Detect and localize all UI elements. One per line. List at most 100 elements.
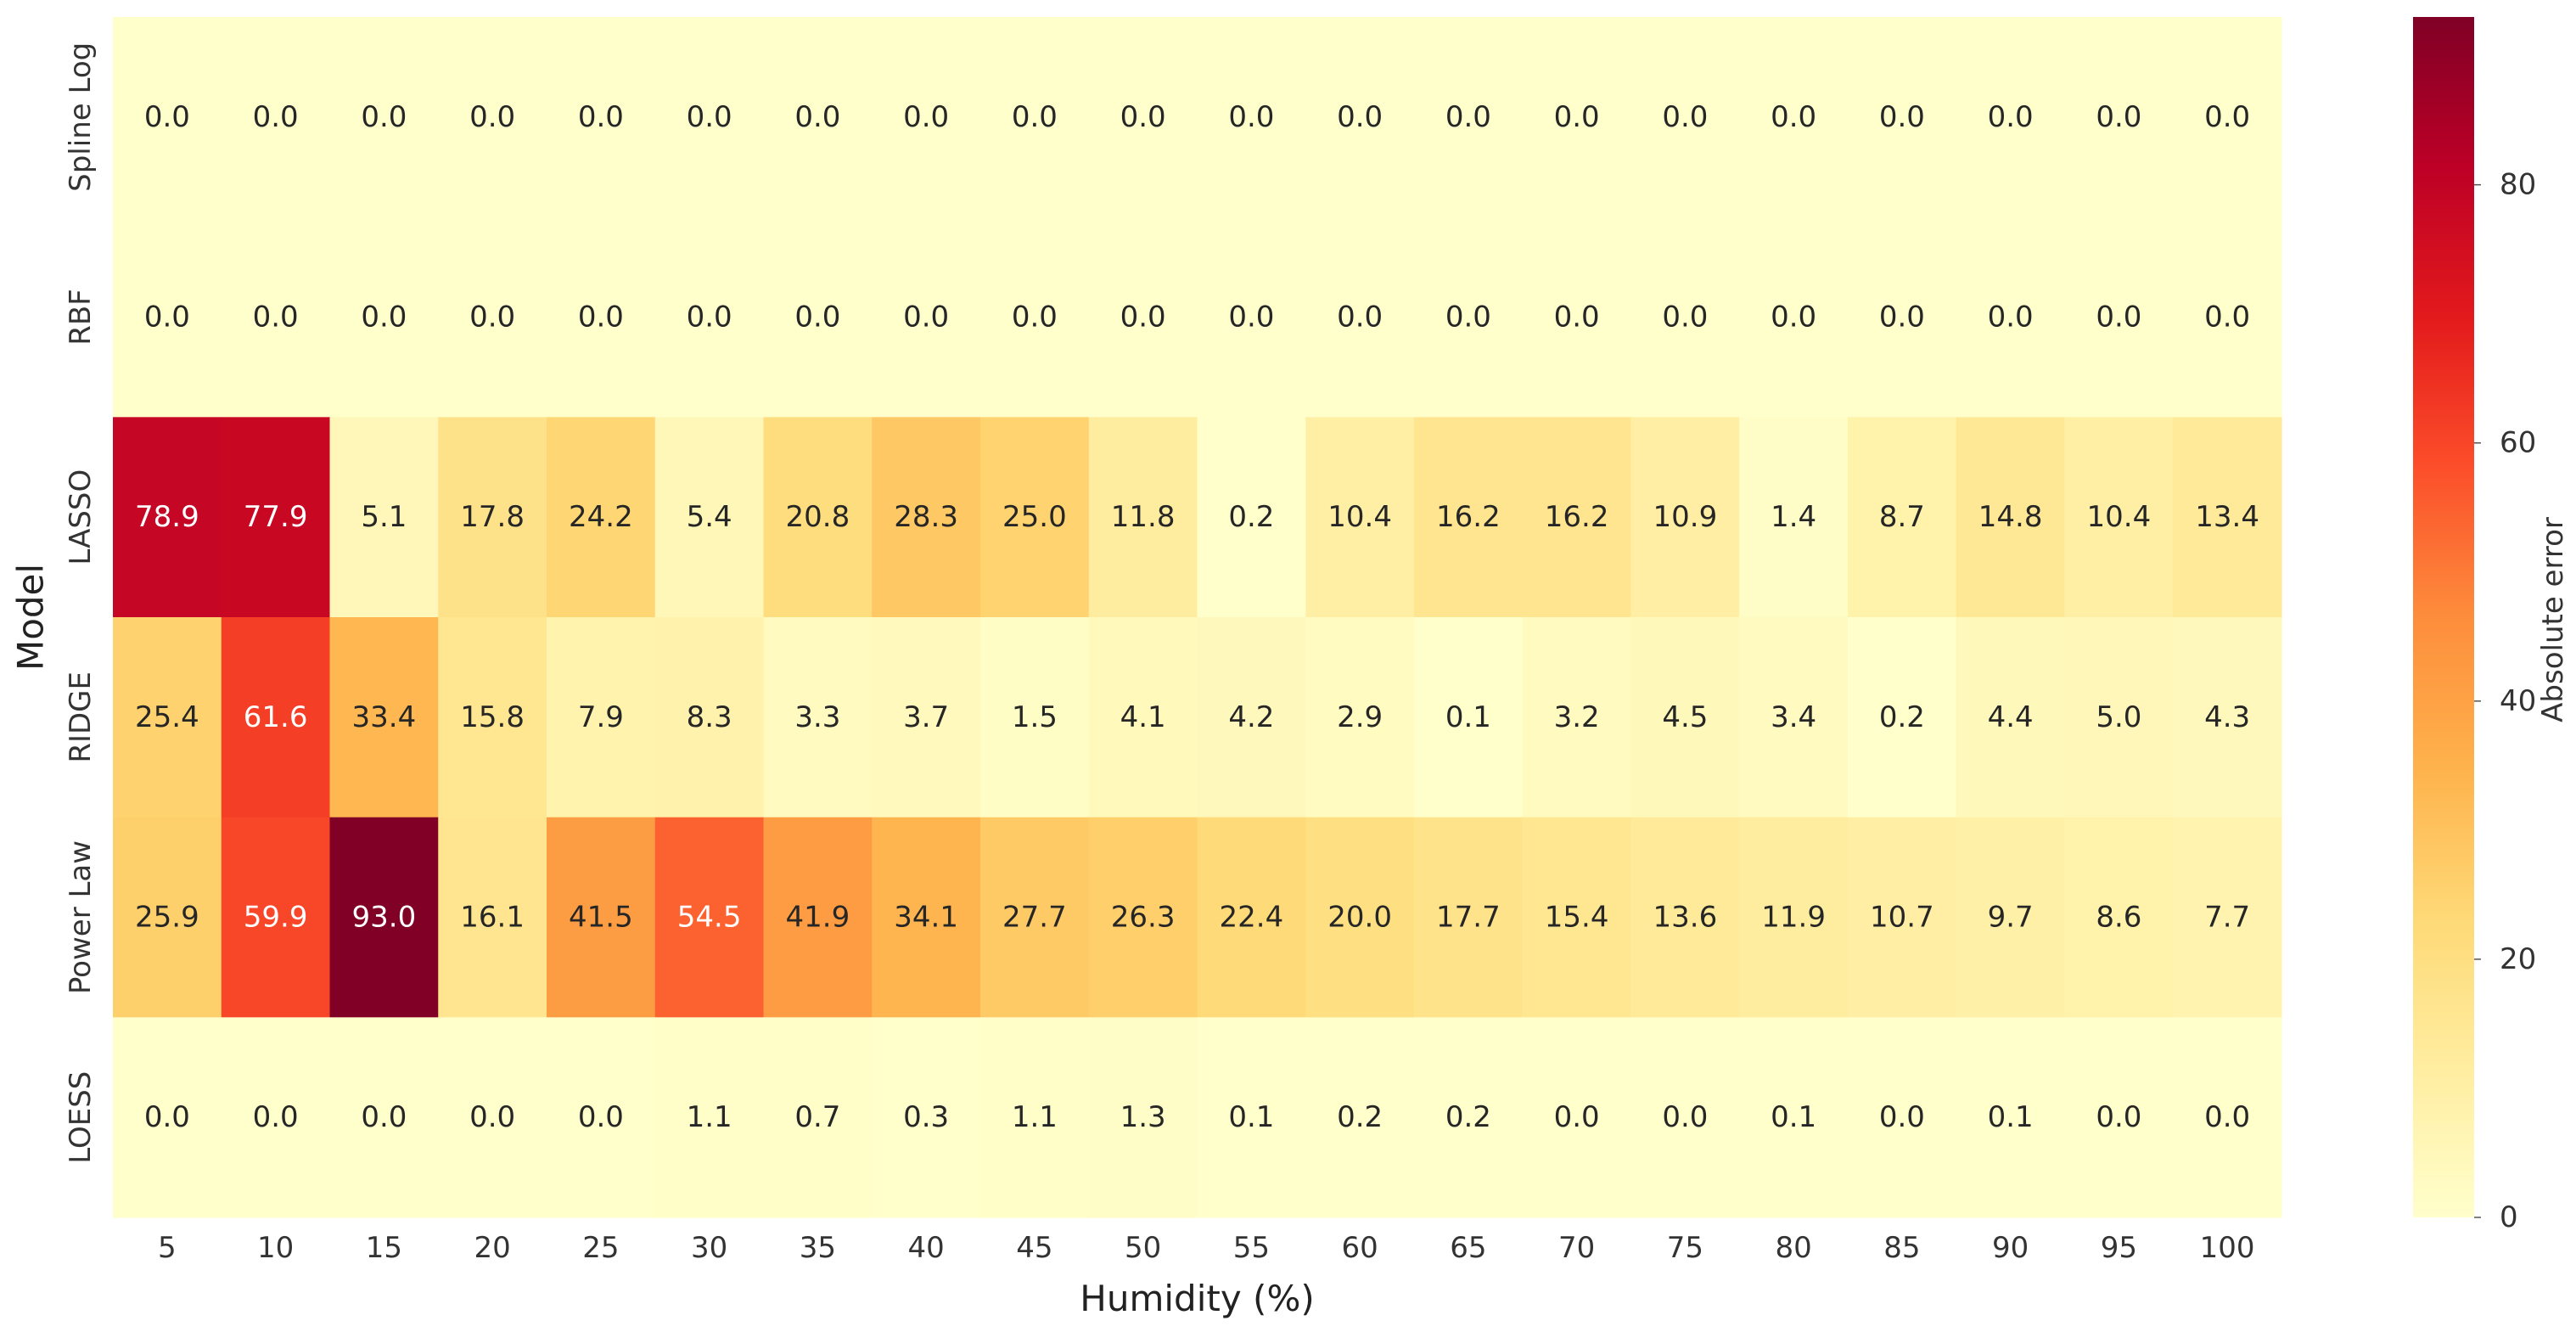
cell-value-label: 0.0 (903, 100, 949, 134)
cell-value-label: 7.7 (2204, 901, 2250, 935)
heatmap-cell-spline-log-45 (980, 17, 1090, 218)
cell-value-label: 0.1 (1771, 1100, 1816, 1134)
x-tick-label: 70 (1558, 1231, 1595, 1265)
heatmap-cell-lasso-60 (1305, 417, 1415, 618)
heatmap-cell-spline-log-5 (113, 17, 222, 218)
colorbar-tick-label: 0 (2500, 1200, 2518, 1234)
heatmap-cell-power-law-100 (2173, 817, 2282, 1018)
x-tick-label: 20 (474, 1231, 510, 1265)
heatmap-cell-loess-90 (1956, 1017, 2066, 1218)
cell-value-label: 54.5 (677, 901, 742, 935)
x-tick-label: 80 (1775, 1231, 1811, 1265)
heatmap-cell-spline-log-100 (2173, 17, 2282, 218)
heatmap-cell-loess-75 (1630, 1017, 1740, 1218)
cell-value-label: 8.6 (2096, 901, 2141, 935)
cell-value-label: 10.4 (2087, 500, 2152, 534)
heatmap-cell-ridge-30 (654, 617, 765, 818)
heatmap-cell-loess-30 (654, 1017, 765, 1218)
y-tick-label: LASSO (64, 469, 98, 565)
cell-value-label: 10.9 (1653, 500, 1718, 534)
heatmap-cell-rbf-75 (1630, 216, 1740, 418)
heatmap-cell-spline-log-50 (1088, 17, 1198, 218)
heatmap-cell-rbf-40 (872, 216, 981, 418)
cell-value-label: 0.0 (1445, 301, 1491, 334)
heatmap-cell-lasso-45 (980, 417, 1090, 618)
cell-value-label: 0.0 (2096, 1100, 2141, 1134)
cell-value-label: 0.0 (253, 100, 299, 134)
heatmap-cell-rbf-5 (113, 216, 222, 418)
heatmap-cell-loess-100 (2173, 1017, 2282, 1218)
heatmap-cell-rbf-20 (438, 216, 547, 418)
heatmap-cell-lasso-40 (872, 417, 981, 618)
heatmap-cell-spline-log-15 (329, 17, 439, 218)
cell-value-label: 33.4 (352, 700, 417, 734)
heatmap-cell-power-law-15 (329, 817, 439, 1018)
cell-value-label: 0.0 (253, 301, 299, 334)
cell-value-label: 93.0 (352, 901, 417, 935)
heatmap-cell-loess-40 (872, 1017, 981, 1218)
cell-value-label: 24.2 (569, 500, 633, 534)
cell-value-label: 0.0 (1879, 301, 1925, 334)
heatmap-cell-power-law-55 (1197, 817, 1306, 1018)
cell-value-label: 0.0 (1120, 100, 1166, 134)
heatmap-cell-rbf-85 (1848, 216, 1957, 418)
heatmap-cell-power-law-10 (221, 817, 331, 1018)
cell-value-label: 0.0 (1120, 301, 1166, 334)
cell-value-label: 0.0 (2096, 301, 2141, 334)
heatmap-cell-ridge-45 (980, 617, 1090, 818)
x-tick-label: 100 (2200, 1231, 2255, 1265)
heatmap-cell-ridge-15 (329, 617, 439, 818)
heatmap-cell-rbf-95 (2064, 216, 2174, 418)
heatmap-cell-power-law-65 (1414, 817, 1524, 1018)
cell-value-label: 0.0 (1337, 100, 1383, 134)
cell-value-label: 0.0 (1988, 301, 2034, 334)
heatmap-cell-ridge-80 (1739, 617, 1849, 818)
cell-value-label: 3.3 (794, 700, 840, 734)
heatmap-cell-lasso-100 (2173, 417, 2282, 618)
heatmap-cell-spline-log-20 (438, 17, 547, 218)
cell-value-label: 10.7 (1870, 901, 1934, 935)
heatmap-cell-power-law-90 (1956, 817, 2066, 1018)
heatmap-cell-rbf-60 (1305, 216, 1415, 418)
heatmap-cell-spline-log-95 (2064, 17, 2174, 218)
cell-value-label: 0.2 (1337, 1100, 1383, 1134)
y-axis-title: Model (10, 564, 52, 671)
heatmap-cell-rbf-50 (1088, 216, 1198, 418)
cell-value-label: 10.4 (1327, 500, 1392, 534)
cell-value-label: 0.0 (1554, 301, 1600, 334)
colorbar-tick-label: 20 (2500, 942, 2536, 976)
cell-value-label: 13.6 (1653, 901, 1718, 935)
cell-value-label: 20.8 (786, 500, 850, 534)
cell-value-label: 0.0 (1771, 301, 1816, 334)
heatmap-cell-ridge-75 (1630, 617, 1740, 818)
heatmap-cell-lasso-20 (438, 417, 547, 618)
cell-value-label: 41.9 (786, 901, 850, 935)
cell-value-label: 9.7 (1988, 901, 2034, 935)
heatmap-cell-rbf-45 (980, 216, 1090, 418)
cell-value-label: 5.4 (687, 500, 732, 534)
x-tick-label: 30 (691, 1231, 727, 1265)
cell-value-label: 25.9 (135, 901, 199, 935)
heatmap-cell-loess-80 (1739, 1017, 1849, 1218)
heatmap-cell-lasso-85 (1848, 417, 1957, 618)
heatmap-cell-ridge-60 (1305, 617, 1415, 818)
heatmap-cell-labels: 0.0 0.0 0.0 0.0 0.0 0.0 0.0 0.0 0.0 0.0 0.0 0.0 0.0 0… (135, 100, 2259, 1134)
heatmap-cell-spline-log-75 (1630, 17, 1740, 218)
cell-value-label: 0.0 (1662, 100, 1708, 134)
heatmap-cell-loess-85 (1848, 1017, 1957, 1218)
heatmap-cell-power-law-85 (1848, 817, 1957, 1018)
cell-value-label: 4.3 (2204, 700, 2250, 734)
cell-value-label: 77.9 (244, 500, 308, 534)
cell-value-label: 2.9 (1337, 700, 1383, 734)
heatmap-cell-ridge-65 (1414, 617, 1524, 818)
cell-value-label: 0.0 (144, 1100, 190, 1134)
cell-value-label: 0.7 (794, 1100, 840, 1134)
cell-value-label: 0.0 (2096, 100, 2141, 134)
heatmap-cell-lasso-80 (1739, 417, 1849, 618)
cell-value-label: 0.0 (1554, 1100, 1600, 1134)
cell-value-label: 0.0 (469, 100, 515, 134)
heatmap-cell-power-law-70 (1522, 817, 1632, 1018)
x-tick-label: 75 (1667, 1231, 1703, 1265)
heatmap-cell-spline-log-25 (547, 17, 656, 218)
heatmap-cell-loess-55 (1197, 1017, 1306, 1218)
